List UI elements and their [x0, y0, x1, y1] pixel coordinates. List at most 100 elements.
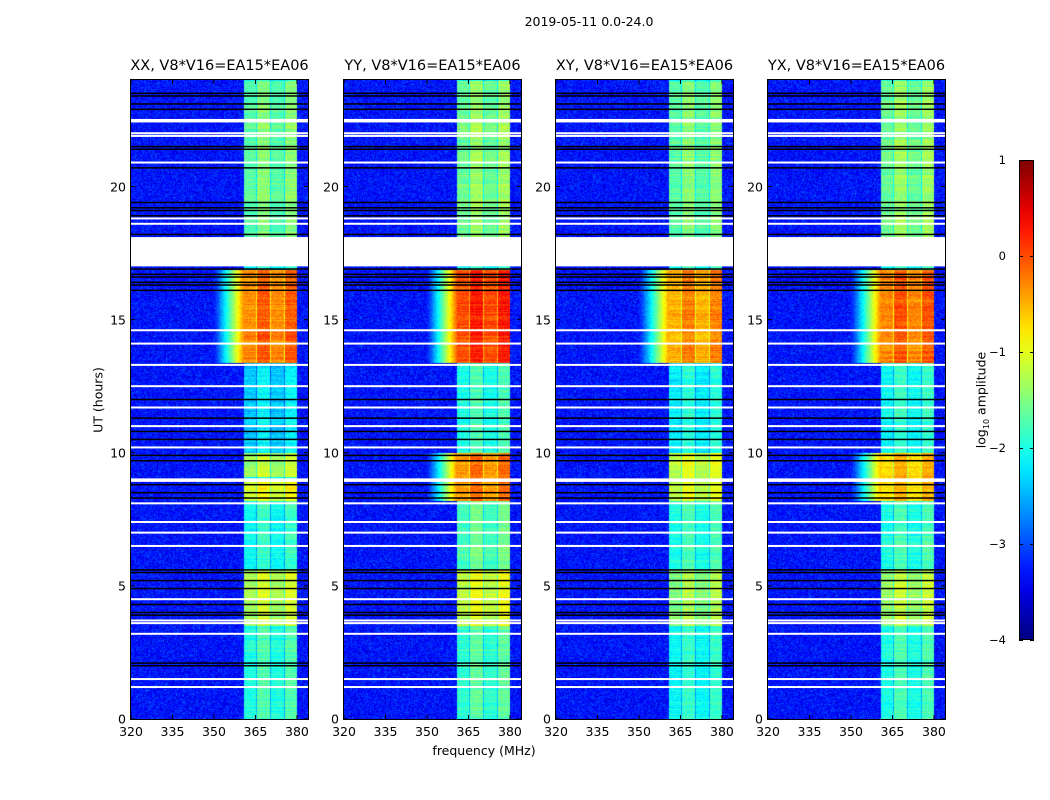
y-tick-label: 20	[110, 179, 126, 194]
flagged-row-black	[556, 145, 733, 148]
flagged-row-black	[556, 587, 733, 590]
x-tick-label: 365	[668, 724, 693, 739]
y-tick-label: 5	[118, 578, 126, 594]
x-tick-label: 350	[202, 724, 226, 739]
flagged-row-black	[131, 454, 308, 457]
panel-title: YX, V8*V16=EA15*EA06	[767, 58, 946, 74]
flagged-row-black	[344, 281, 521, 284]
flagged-row-black	[131, 148, 308, 150]
flagged-row-black	[344, 579, 521, 582]
flagged-row-black	[556, 167, 733, 169]
flagged-row-white	[768, 342, 945, 345]
flagged-row-black	[768, 587, 945, 590]
flagged-row-black	[131, 491, 308, 494]
flagged-row-white	[556, 686, 733, 689]
flagged-row-white	[131, 363, 308, 366]
flagged-row-white	[131, 619, 308, 622]
flagged-row-white	[344, 406, 521, 409]
flagged-row-white	[344, 632, 521, 635]
flagged-row-black	[556, 276, 733, 278]
flagged-row-black	[768, 491, 945, 494]
spectrogram-panel: YY, V8*V16=EA15*EA06 0 5 10 15 20 320 335 350 365…	[323, 58, 522, 739]
flagged-row-black	[131, 145, 308, 148]
y-tick-label: 20	[747, 179, 763, 194]
colorbar-tick-mark	[1030, 448, 1034, 449]
flagged-row-black	[131, 438, 308, 441]
x-tick-label: 335	[797, 724, 822, 739]
y-tick-label: 15	[110, 312, 126, 328]
flagged-row-black	[556, 454, 733, 457]
flagged-row-white	[768, 478, 945, 482]
flagged-row-white	[768, 406, 945, 409]
flagged-row-white	[344, 622, 521, 625]
colorbar-tick-label: 1	[998, 153, 1006, 167]
flagged-row-black	[344, 587, 521, 590]
flagged-row-black	[344, 273, 521, 276]
flagged-row-black	[344, 417, 521, 419]
y-tick-label: 10	[535, 445, 551, 461]
flagged-row-white	[344, 118, 521, 123]
y-tick-label: 15	[323, 312, 339, 328]
flagged-row-black	[556, 491, 733, 494]
flagged-row-black	[131, 289, 308, 292]
flagged-row-black	[768, 284, 945, 286]
flagged-row-black	[556, 497, 733, 499]
colorbar-label: log10 amplitude	[973, 352, 991, 448]
flagged-row-white	[131, 329, 308, 332]
flagged-row-white	[768, 632, 945, 635]
x-tick-label: 380	[710, 724, 734, 739]
y-tick-label: 20	[323, 179, 339, 194]
colorbar-tick-mark	[1030, 256, 1034, 257]
flagged-row-black	[556, 201, 733, 204]
flagged-row-white	[131, 406, 308, 409]
x-tick-label: 380	[285, 724, 309, 739]
flagged-row-black	[556, 459, 733, 462]
flagged-row-black	[344, 284, 521, 286]
colorbar-tick-label: −4	[989, 633, 1006, 647]
flagged-row-white	[131, 598, 308, 601]
flagged-row-black	[768, 273, 945, 276]
x-tick-label: 380	[922, 724, 946, 739]
flagged-row-white	[768, 363, 945, 366]
flagged-row-black	[131, 284, 308, 286]
colorbar	[1019, 160, 1034, 640]
flagged-row-white	[768, 217, 945, 220]
x-tick-label: 365	[456, 724, 481, 739]
colorbar-tick-label: 0	[998, 249, 1006, 263]
flagged-row-white	[344, 161, 521, 164]
flagged-row-black	[556, 289, 733, 292]
figure-title: 2019-05-11 0.0-24.0	[524, 14, 654, 29]
flagged-row-black	[768, 569, 945, 571]
flagged-row-white	[556, 678, 733, 681]
spectrogram-panel: YX, V8*V16=EA15*EA06 0 5 10 15 20 320 335 350 365…	[747, 58, 946, 739]
colorbar-label-suffix: amplitude	[973, 351, 989, 419]
flagged-row-white	[556, 502, 733, 505]
flagged-row-black	[768, 665, 945, 667]
y-tick-label: 10	[110, 445, 126, 461]
spectrogram-panel: XY, V8*V16=EA15*EA06 0 5 10 15 20 320 335 350 365…	[535, 58, 734, 739]
flagged-row-white	[768, 502, 945, 505]
flagged-row-white	[556, 406, 733, 409]
flagged-row-white	[131, 118, 308, 123]
y-tick-label: 10	[323, 445, 339, 461]
flagged-row-black	[344, 108, 521, 111]
y-tick-label: 0	[331, 711, 339, 727]
flagged-row-black	[131, 662, 308, 664]
flagged-row-white	[556, 132, 733, 135]
flagged-row-black	[556, 215, 733, 217]
flagged-row-white	[556, 425, 733, 428]
flagged-row-black	[131, 215, 308, 217]
x-tick-label: 365	[880, 724, 905, 739]
flag-overlay	[555, 80, 733, 720]
flagged-row-white	[131, 342, 308, 345]
x-tick-label: 350	[839, 724, 863, 739]
flagged-row-black	[556, 417, 733, 419]
flagged-row-black	[344, 611, 521, 614]
flagged-row-white	[556, 134, 733, 137]
flagged-row-white	[131, 222, 308, 225]
y-tick-label: 0	[118, 711, 126, 727]
flagged-row-white	[344, 544, 521, 547]
x-tick-label: 350	[415, 724, 439, 739]
y-tick-label: 15	[535, 312, 551, 328]
panel-title: XX, V8*V16=EA15*EA06	[130, 58, 309, 74]
